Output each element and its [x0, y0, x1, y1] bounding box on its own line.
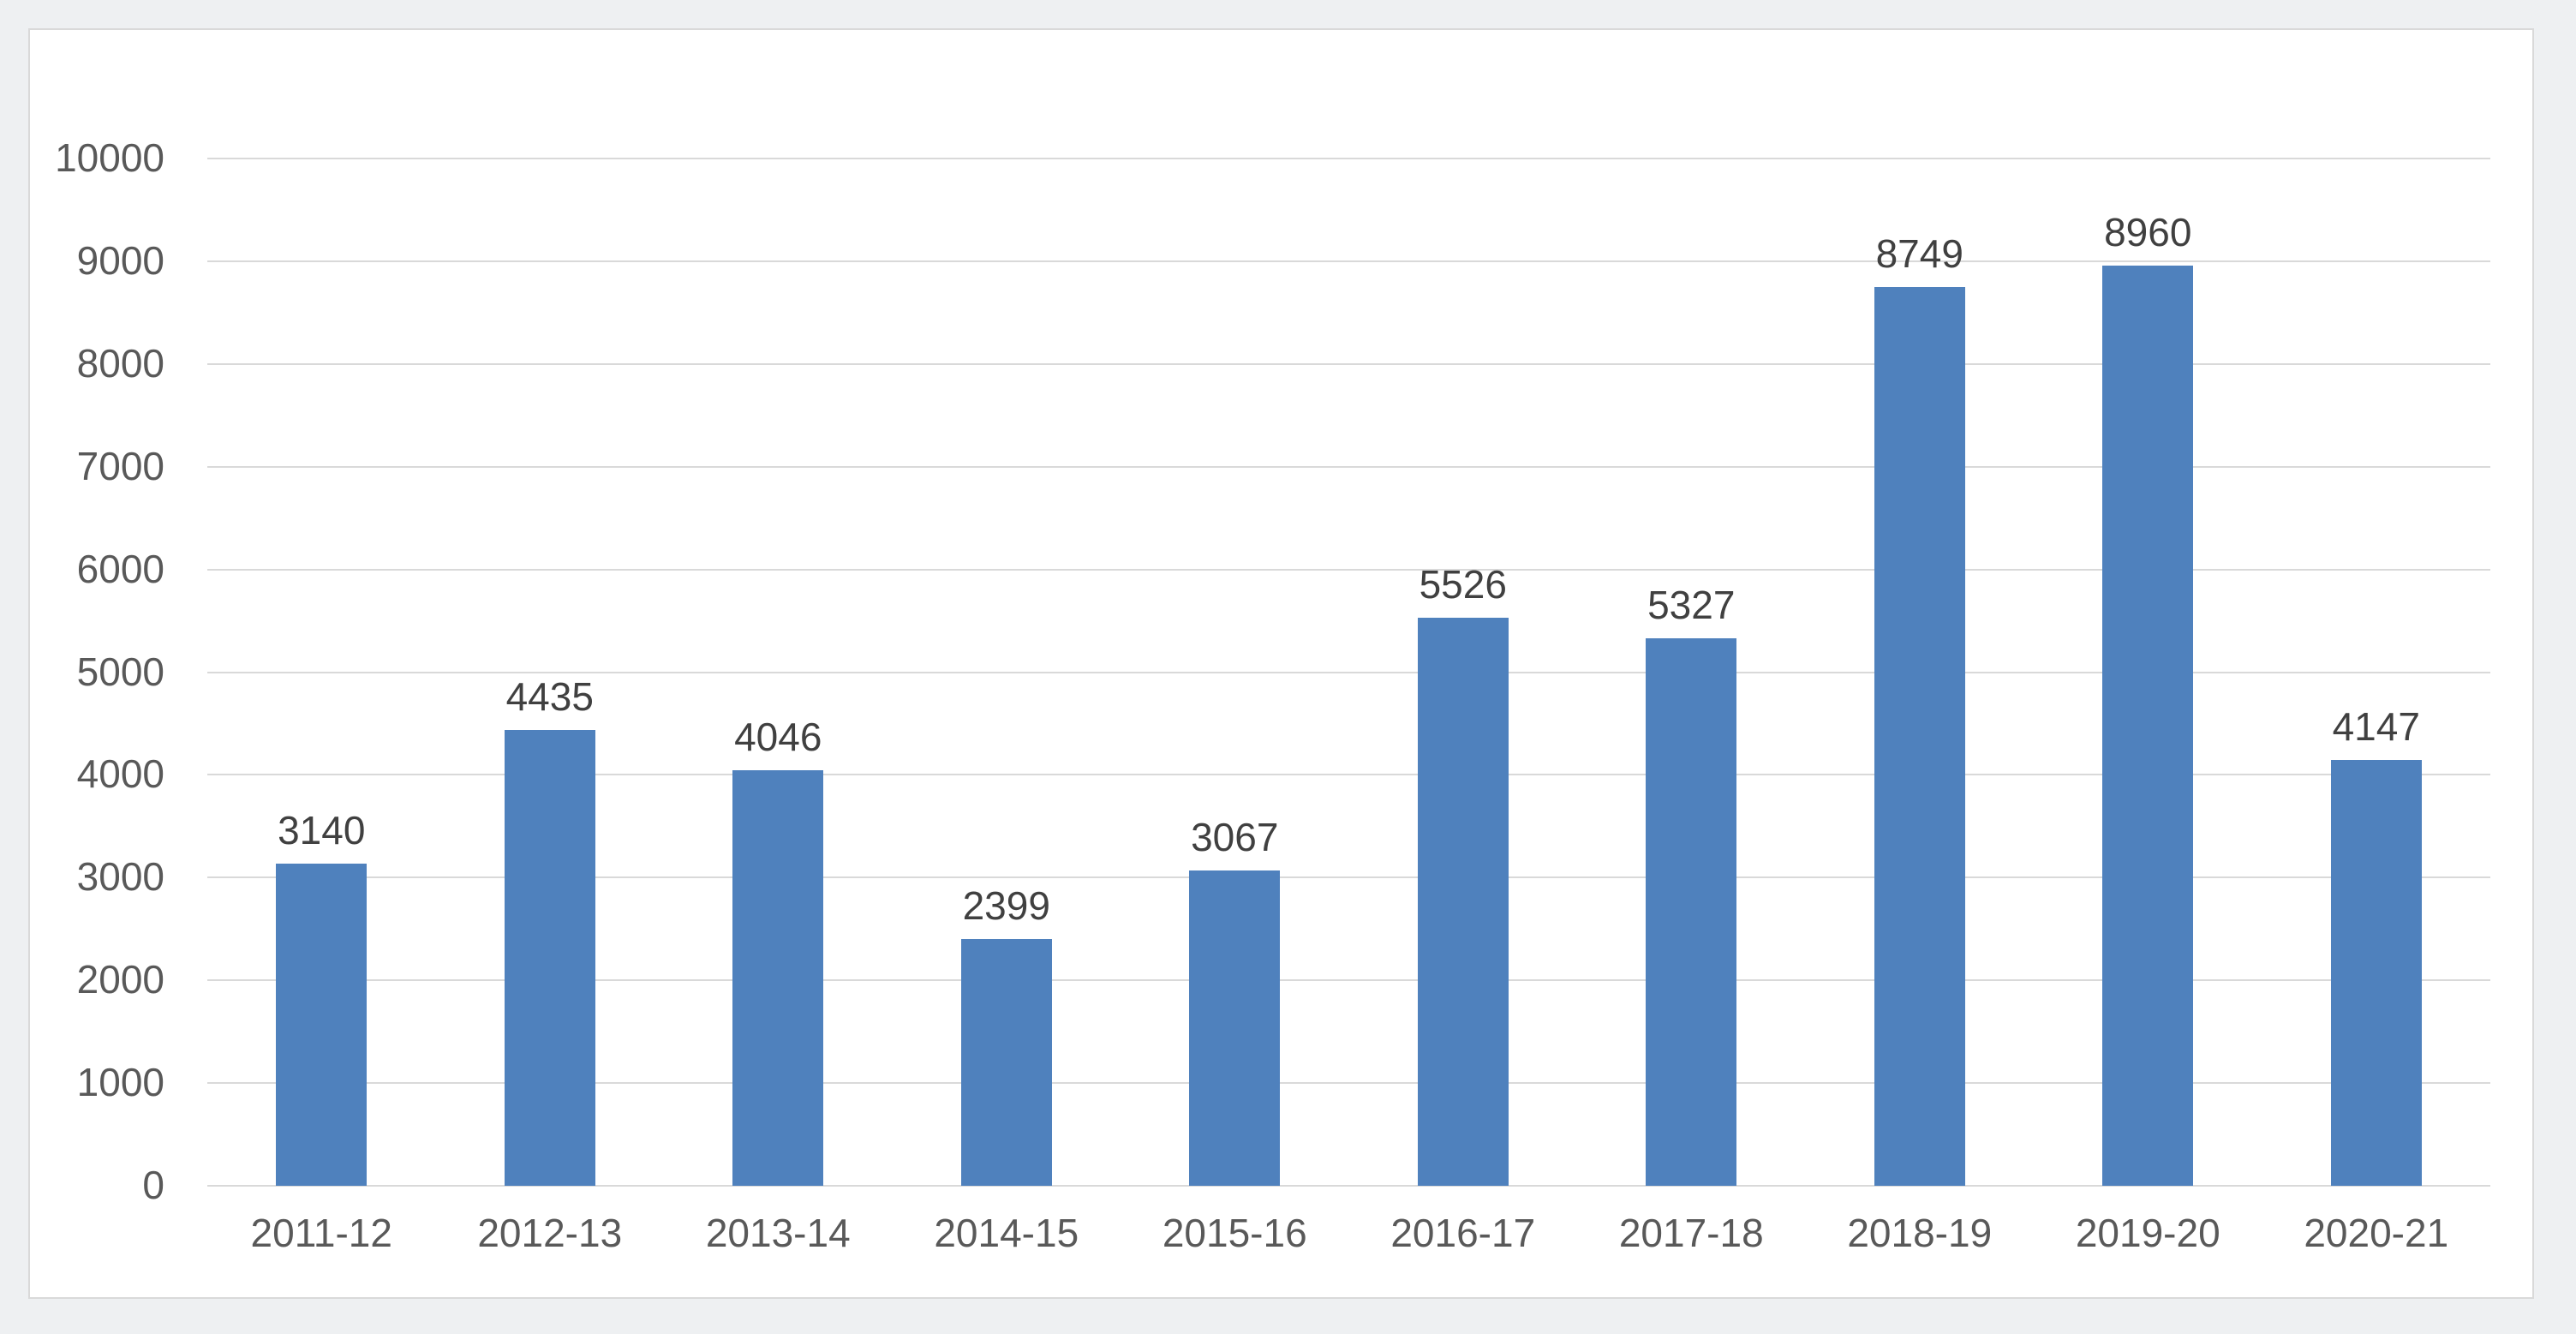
y-axis-label: 5000 [76, 649, 164, 694]
x-axis-label: 2015-16 [1162, 1211, 1307, 1255]
bar-value-label: 4046 [734, 714, 822, 759]
gridline [207, 568, 2490, 571]
bar-value-label: 3067 [1191, 815, 1279, 860]
bar-2018-19 [1874, 287, 1965, 1186]
bar-value-label: 4435 [505, 674, 594, 720]
gridline [207, 671, 2490, 673]
y-axis-label: 6000 [76, 546, 164, 591]
bar-value-label: 8749 [1875, 231, 1963, 276]
y-axis-label: 2000 [76, 957, 164, 1002]
gridline [207, 158, 2490, 159]
bar-value-label: 4147 [2332, 703, 2420, 749]
bar-2011-12 [276, 863, 368, 1186]
x-axis-label: 2020-21 [2304, 1211, 2449, 1255]
x-axis-label: 2012-13 [477, 1211, 623, 1255]
bar-value-label: 3140 [278, 807, 366, 852]
y-axis-label: 10000 [55, 135, 164, 181]
y-axis-label: 1000 [76, 1060, 164, 1105]
x-axis-label: 2011-12 [250, 1211, 392, 1255]
bar-value-label: 5526 [1419, 562, 1507, 607]
bar-2012-13 [504, 730, 595, 1186]
gridline [207, 774, 2490, 776]
bar-value-label: 5327 [1647, 583, 1736, 628]
y-axis-label: 9000 [76, 237, 164, 283]
bar-2020-21 [2330, 759, 2422, 1186]
x-axis-label: 2014-15 [934, 1211, 1079, 1255]
gridline [207, 362, 2490, 365]
y-axis-label: 3000 [76, 854, 164, 900]
plot-area: 3140 4435 4046 2399 3067 5526 5327 8749 8960 4147 [207, 158, 2490, 1187]
gridline [207, 465, 2490, 468]
bar-2017-18 [1646, 638, 1737, 1186]
x-axis-label: 2016-17 [1390, 1211, 1536, 1255]
bar-2016-17 [1417, 618, 1509, 1186]
bar-value-label: 2399 [962, 883, 1050, 929]
x-axis-label: 2019-20 [2075, 1211, 2220, 1255]
gridline [207, 1185, 2490, 1187]
y-axis-label: 7000 [76, 443, 164, 488]
chart-panel: 3140 4435 4046 2399 3067 5526 5327 8749 8960 4147… [28, 28, 2534, 1299]
x-axis-label: 2018-19 [1847, 1211, 1993, 1255]
gridline [207, 979, 2490, 982]
bar-2015-16 [1189, 870, 1281, 1186]
bar-value-label: 8960 [2104, 209, 2192, 254]
x-axis-label: 2017-18 [1618, 1211, 1764, 1255]
y-axis-label: 0 [142, 1163, 164, 1208]
y-axis-label: 8000 [76, 340, 164, 386]
gridline [207, 876, 2490, 879]
x-axis-labels: 2011-12 2012-13 2013-14 2014-15 2015-16 2016-… [207, 1211, 2490, 1280]
bar-2014-15 [960, 939, 1052, 1186]
gridline [207, 260, 2490, 262]
y-axis-labels: 0 1000 2000 3000 4000 5000 6000 7000 8000 9000 100… [30, 138, 164, 1205]
bar-2013-14 [732, 769, 824, 1186]
gridline [207, 1082, 2490, 1085]
bar-2019-20 [2102, 265, 2194, 1186]
x-axis-label: 2013-14 [705, 1211, 851, 1255]
y-axis-label: 4000 [76, 751, 164, 797]
